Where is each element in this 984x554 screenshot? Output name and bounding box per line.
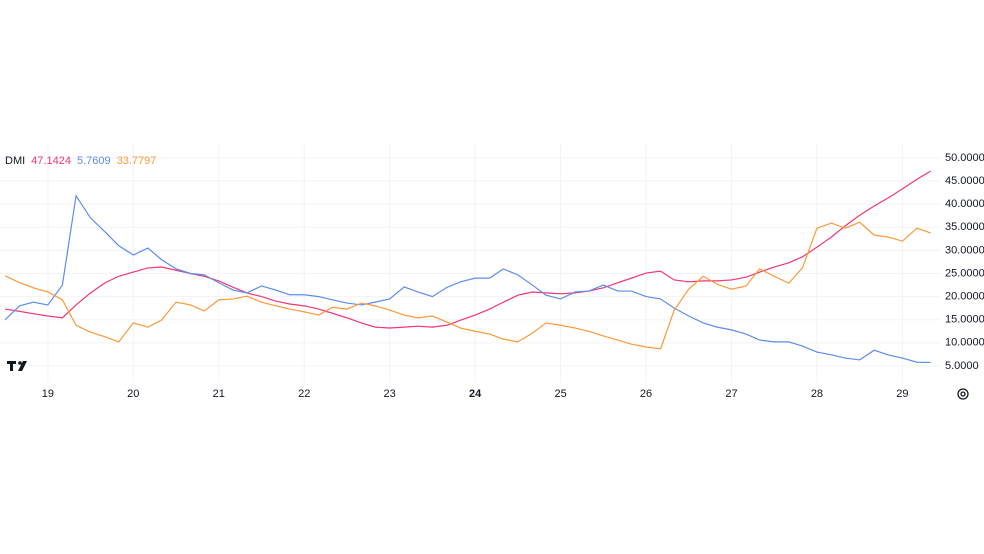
x-tick-label: 20 [127, 388, 139, 400]
x-tick-label: 25 [554, 388, 566, 400]
x-tick-label: 24 [469, 388, 482, 400]
y-tick-label: 30.0000 [945, 244, 984, 256]
legend: DMI 47.1424 5.7609 33.7797 [5, 155, 156, 167]
y-tick-label: 50.0000 [945, 152, 984, 164]
plot: 5.0000 10.0000 15.0000 20.0000 25.0000 30.000… [0, 143, 984, 400]
y-tick-label: 10.0000 [945, 337, 984, 349]
x-tick-label: 27 [725, 388, 737, 400]
y-tick-label: 40.0000 [945, 198, 984, 210]
tradingview-logo [7, 361, 27, 371]
legend-title: DMI [5, 155, 25, 167]
x-tick-label: 28 [811, 388, 823, 400]
legend-value: 33.7797 [117, 155, 157, 167]
y-tick-label: 20.0000 [945, 291, 984, 303]
x-tick-label: 21 [213, 388, 225, 400]
y-tick-label: 45.0000 [945, 175, 984, 187]
y-tick-label: 35.0000 [945, 221, 984, 233]
x-tick-label: 26 [640, 388, 652, 400]
dmi-line [4, 221, 931, 350]
dmi-line [4, 194, 931, 364]
y-tick-label: 15.0000 [945, 314, 984, 326]
legend-value: 5.7609 [77, 155, 111, 167]
x-tick-label: 29 [896, 388, 908, 400]
y-tick-label: 25.0000 [945, 267, 984, 279]
dmi-line [5, 170, 931, 329]
x-tick-label: 23 [384, 388, 396, 400]
legend-value: 47.1424 [31, 155, 71, 167]
y-tick-label: 5.0000 [945, 360, 979, 372]
x-tick-label: 22 [298, 388, 310, 400]
x-tick-label: 19 [42, 388, 54, 400]
settings-icon[interactable] [957, 388, 969, 400]
